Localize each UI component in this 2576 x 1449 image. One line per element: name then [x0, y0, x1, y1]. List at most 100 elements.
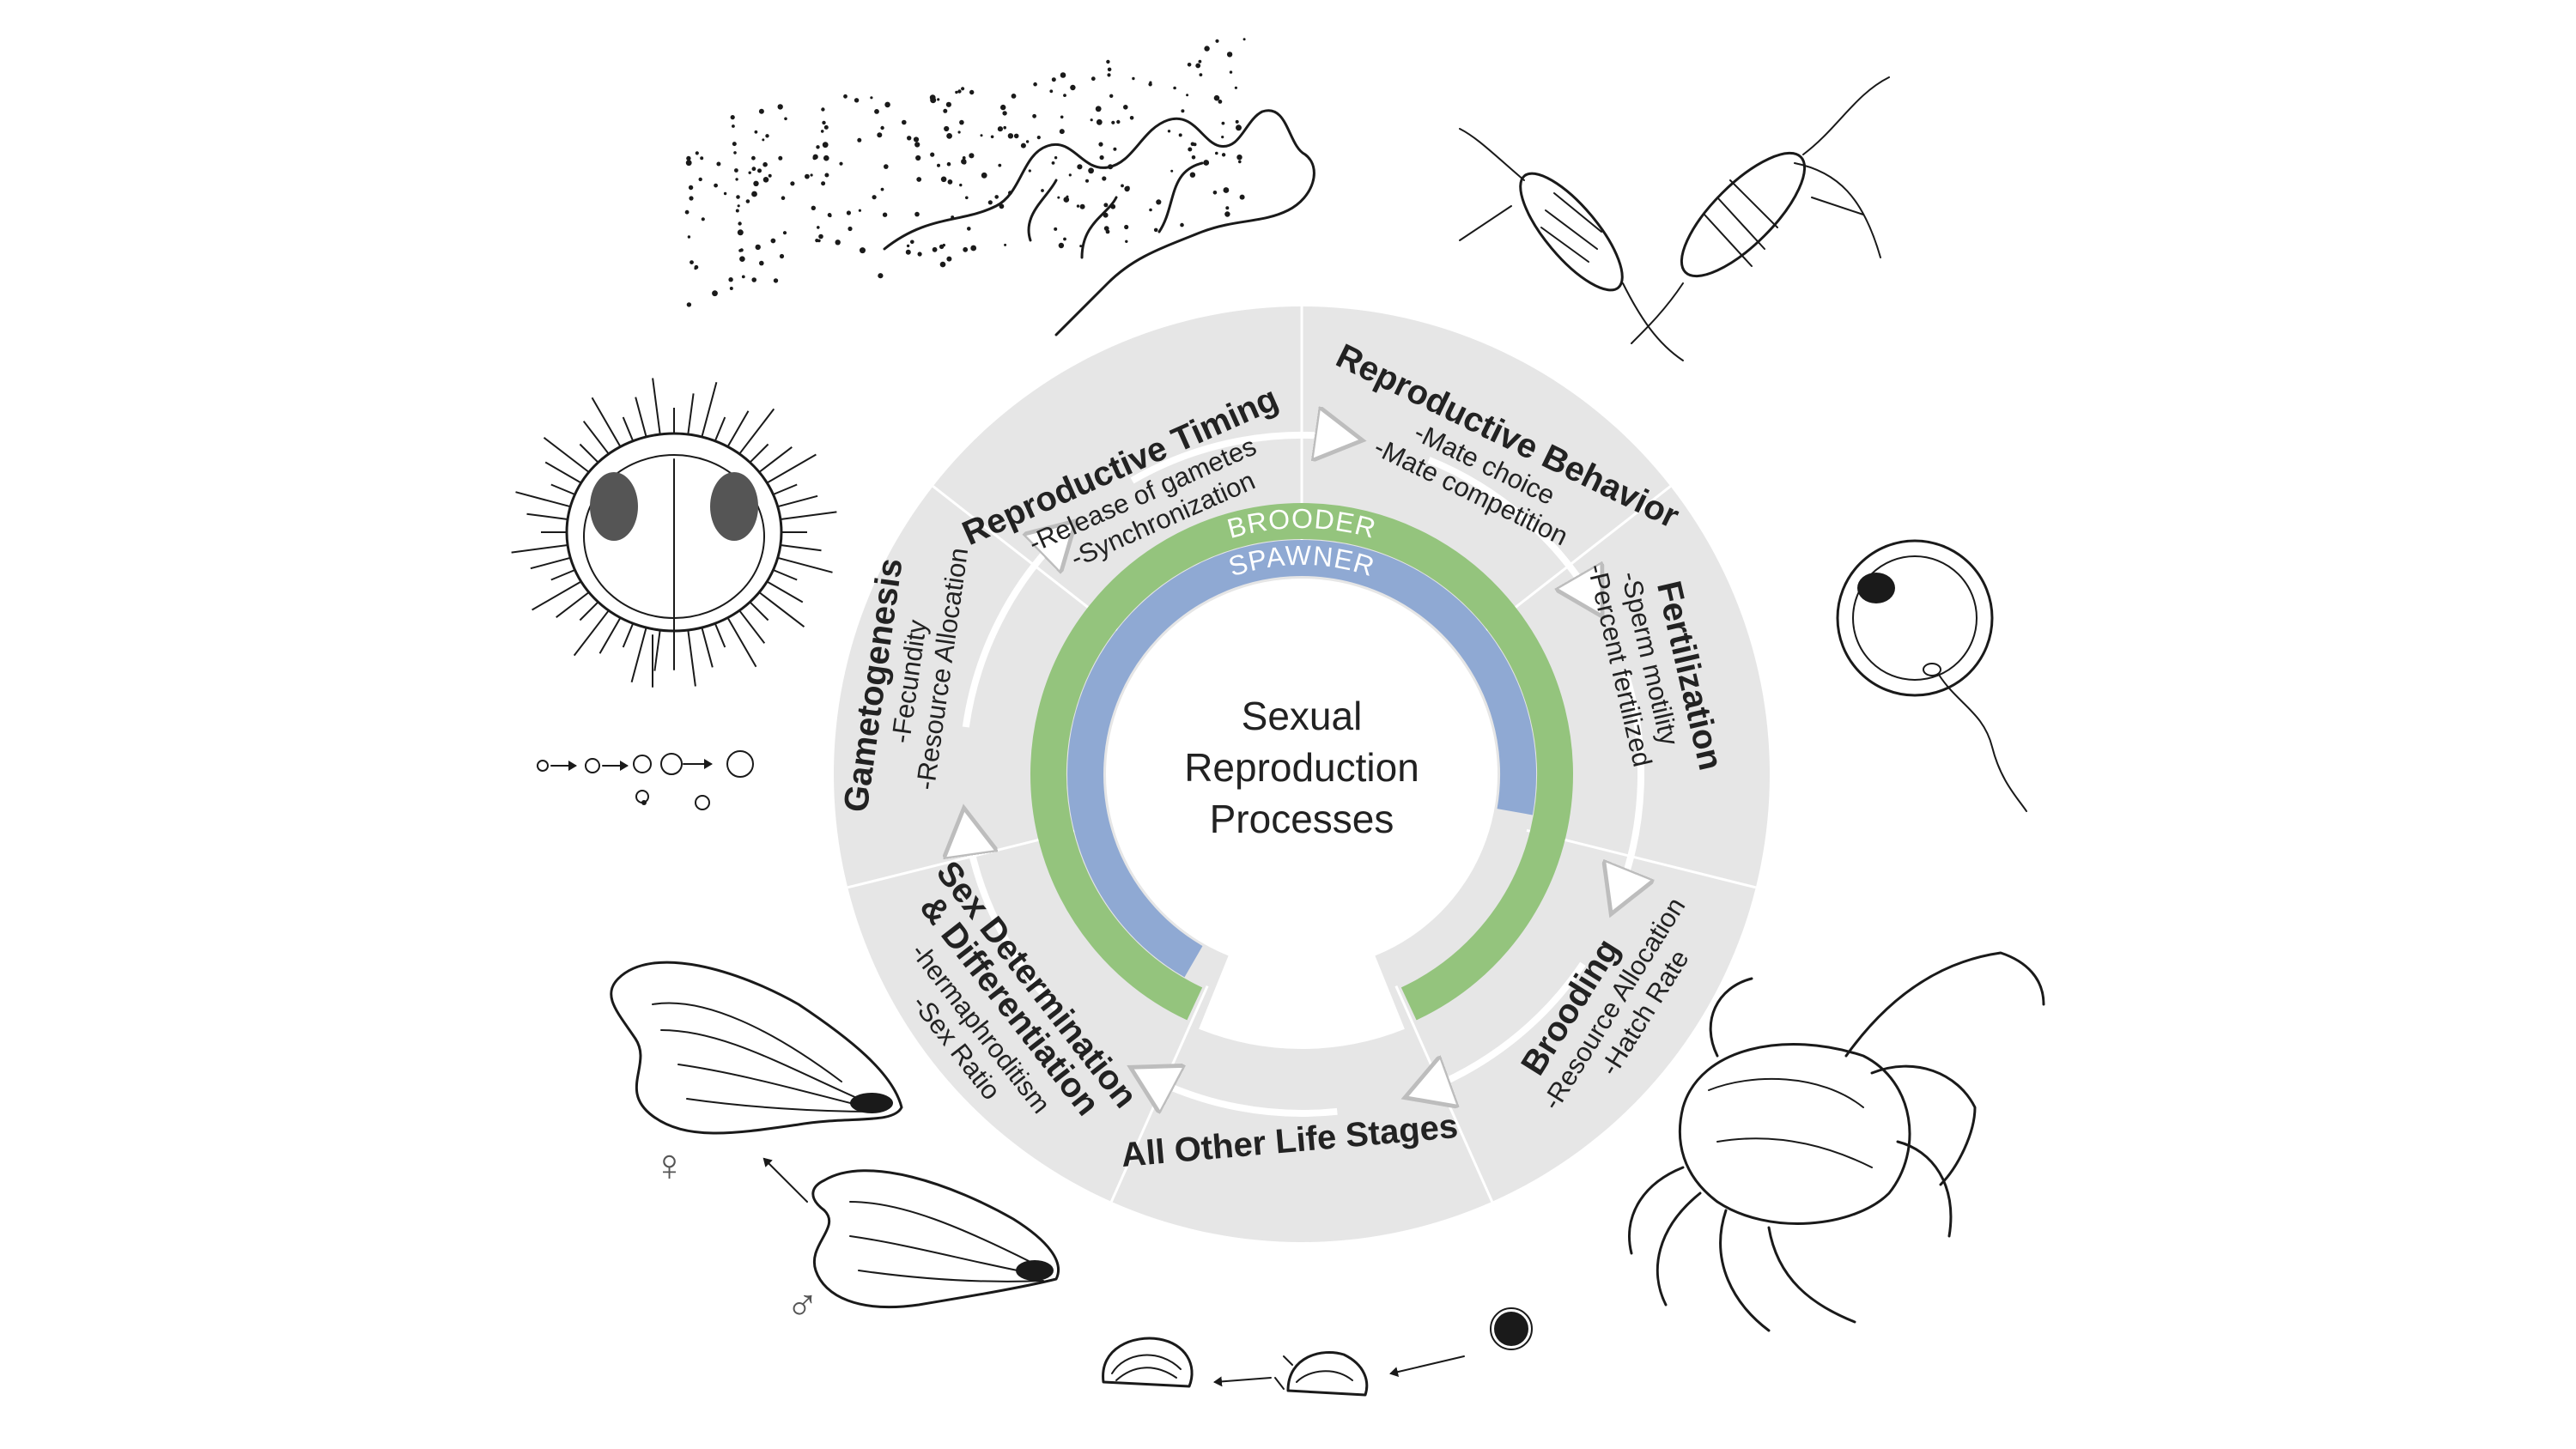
- spawn-dot: [738, 221, 742, 226]
- spawn-dot: [1223, 187, 1230, 193]
- spawn-dot: [700, 156, 704, 161]
- spawn-dot: [1125, 239, 1128, 243]
- copepod-icon: [1459, 76, 1890, 361]
- spawn-dot: [777, 104, 783, 110]
- spawn-dot: [748, 171, 751, 174]
- spawn-dot: [1204, 45, 1210, 52]
- spawn-dot: [947, 179, 953, 185]
- spawn-dot: [946, 256, 952, 262]
- spawn-dot: [751, 155, 756, 161]
- urchin-spine: [758, 591, 805, 627]
- cycle-arrow: [1130, 435, 1350, 484]
- spawn-dot: [913, 136, 920, 142]
- spawn-dot: [1077, 164, 1083, 170]
- spawn-dot: [821, 107, 825, 112]
- spawn-dot: [1032, 113, 1036, 118]
- spawn-dot: [870, 96, 873, 100]
- spawn-dot: [755, 244, 761, 251]
- urchin-spine: [701, 381, 718, 438]
- spawn-dot: [1111, 120, 1115, 124]
- spawn-dot: [779, 253, 785, 259]
- urchin-icon: [511, 378, 837, 810]
- cycle-arrow: [966, 822, 1060, 1013]
- spawn-dot: [758, 108, 764, 114]
- spawn-dot: [1181, 109, 1185, 113]
- spawn-dot: [754, 130, 758, 134]
- spawn-dot: [1102, 176, 1107, 181]
- spawn-dot: [765, 134, 769, 138]
- cycle-arrow: [1143, 1074, 1338, 1117]
- spawn-dot: [733, 151, 737, 155]
- spawn-dot: [732, 124, 735, 128]
- urchin-spine: [738, 609, 766, 644]
- spawn-dot: [959, 119, 964, 125]
- spawn-dot: [1106, 59, 1110, 64]
- spawn-dot: [1189, 172, 1196, 178]
- spawn-dot: [823, 124, 829, 130]
- spawn-dot: [1085, 179, 1089, 183]
- oyster-icon: ♀ ♂: [610, 961, 1060, 1331]
- spawn-dot: [736, 195, 740, 199]
- spawn-dot: [1063, 94, 1066, 97]
- spawn-dot: [751, 277, 756, 282]
- spawn-dot: [687, 235, 691, 239]
- spawn-dot: [905, 249, 911, 255]
- spawn-dot: [1235, 119, 1239, 124]
- spawn-dot: [685, 160, 692, 167]
- spawn-dot: [907, 136, 912, 141]
- spawn-dot: [932, 246, 938, 252]
- spawn-dot: [1054, 227, 1058, 231]
- spawn-dot: [784, 117, 787, 121]
- spawn-dot: [751, 167, 756, 172]
- spawn-dot: [1173, 86, 1176, 90]
- spawn-dot: [1098, 142, 1103, 147]
- urchin-spine: [653, 629, 661, 671]
- spawn-dot: [1107, 73, 1111, 77]
- male-symbol: ♂: [786, 1281, 819, 1331]
- coral-icon: [684, 38, 1315, 336]
- spawn-dot: [820, 130, 824, 133]
- spawn-dot: [902, 119, 907, 125]
- spawn-dot: [943, 108, 948, 113]
- spawn-dot: [1068, 173, 1072, 177]
- urchin-spine: [622, 622, 635, 648]
- urchin-spine: [532, 580, 582, 611]
- spawn-dot: [686, 302, 692, 307]
- urchin-spine: [550, 569, 575, 581]
- spawn-dot: [1225, 206, 1230, 210]
- spawn-dot: [860, 247, 866, 254]
- spawn-dot: [878, 273, 884, 279]
- spawn-dot: [810, 173, 813, 177]
- spawn-dot: [684, 209, 690, 215]
- crab-icon: [1628, 951, 2045, 1332]
- spawn-dot: [1003, 125, 1006, 130]
- spawn-dot: [1236, 155, 1242, 161]
- spawn-dot: [942, 243, 946, 247]
- urchin-spine: [777, 556, 833, 573]
- center-circle: [1106, 579, 1498, 970]
- spawn-dot: [728, 277, 733, 282]
- egg-sperm-icon: [1836, 539, 2027, 812]
- spawn-dot: [737, 229, 744, 236]
- spawn-dot: [729, 287, 733, 290]
- spawn-dot: [732, 142, 737, 147]
- spawn-dot: [980, 134, 983, 137]
- spawn-dot: [946, 133, 952, 139]
- spawn-dot: [1059, 129, 1065, 135]
- urchin-spine: [556, 591, 590, 618]
- spawn-dot: [1079, 245, 1083, 248]
- urchin-spine: [579, 601, 599, 621]
- spawn-dot: [997, 126, 1003, 132]
- spawn-dot: [735, 178, 738, 181]
- spawn-dot: [1025, 140, 1030, 143]
- spawn-dot: [884, 101, 890, 108]
- cycle-arrow: [1427, 457, 1595, 605]
- spawn-dot: [701, 217, 705, 221]
- cycle-arrow: [1418, 961, 1586, 1093]
- spawn-dot: [981, 172, 987, 179]
- spawn-dot: [1153, 227, 1158, 233]
- spawn-dot: [1116, 119, 1121, 124]
- spawn-dot: [1178, 133, 1182, 137]
- urchin-spine: [766, 453, 817, 484]
- spawn-dot: [1242, 38, 1246, 41]
